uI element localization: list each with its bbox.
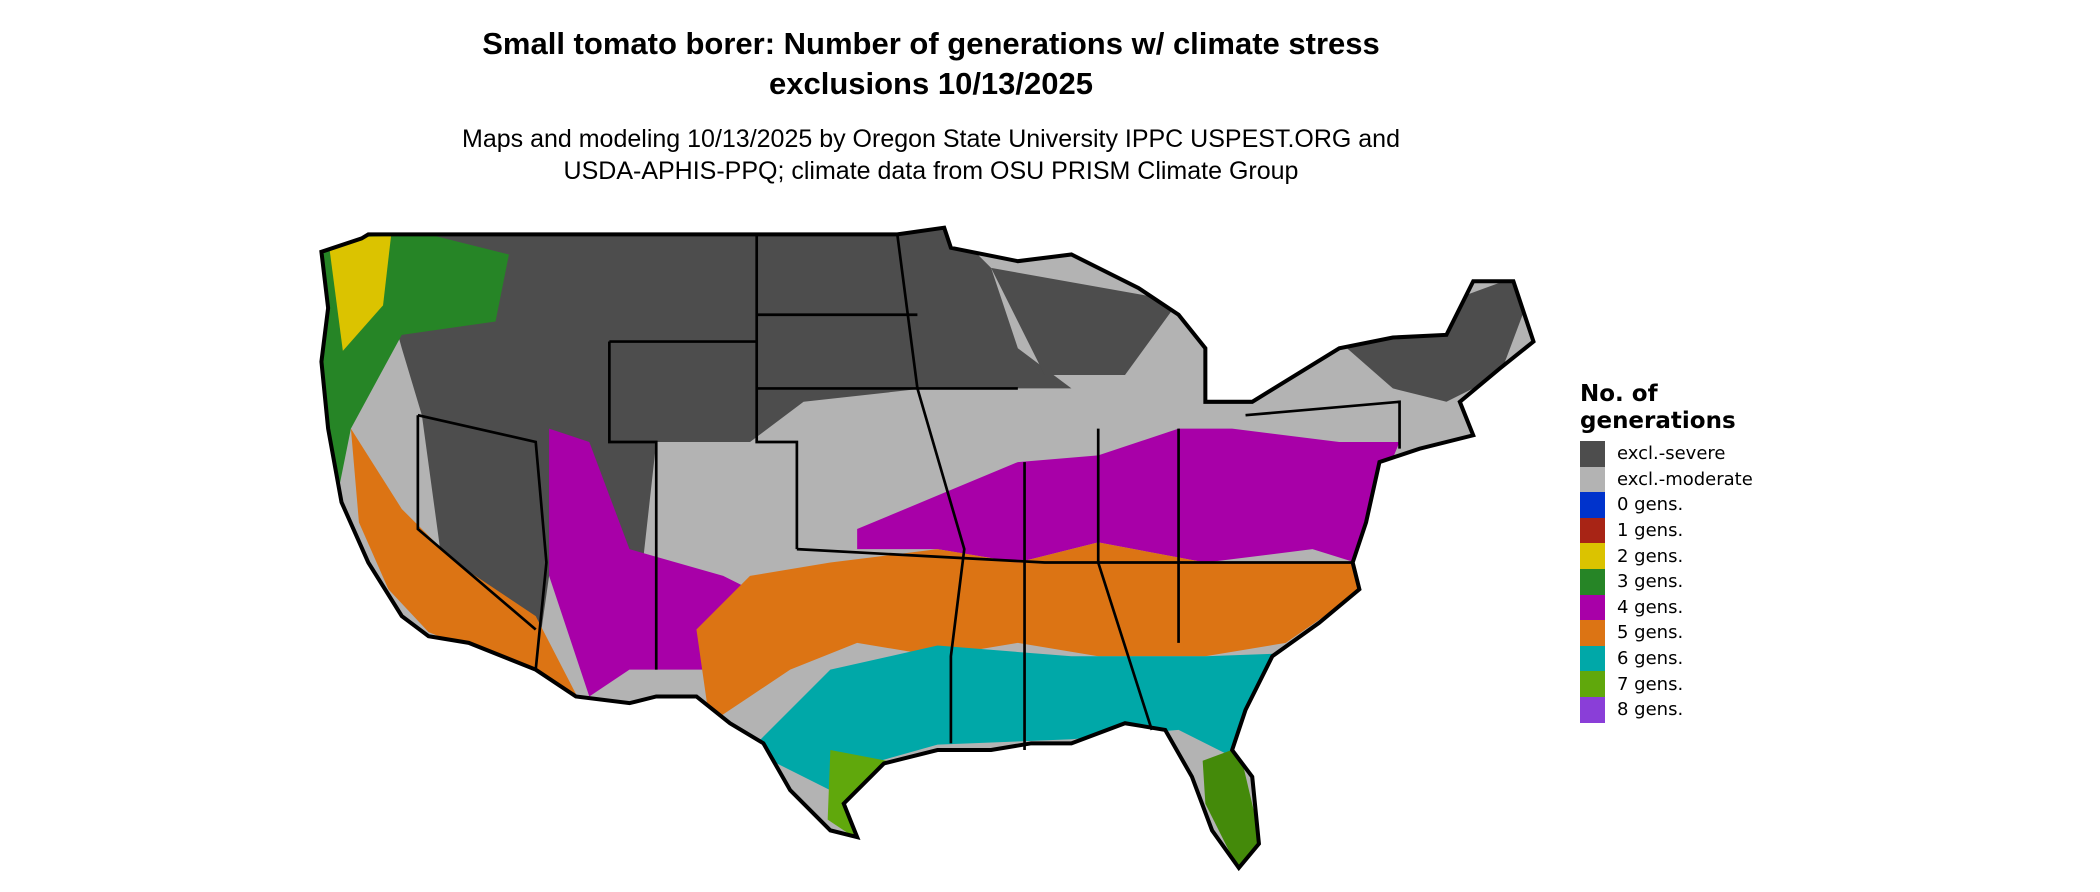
legend-title-line-2: generations: [1580, 408, 1736, 434]
legend-swatch: [1580, 543, 1605, 569]
legend-item: 6 gens.: [1580, 645, 1753, 672]
region-6-gens: [750, 645, 1280, 791]
legend-item: excl.-moderate: [1580, 466, 1753, 493]
legend-swatch: [1580, 441, 1605, 467]
map-title: Small tomato borer: Number of generation…: [331, 24, 1531, 104]
legend-title-line-1: No. of: [1580, 381, 1658, 407]
legend-item: 3 gens.: [1580, 568, 1753, 595]
legend-label: 4 gens.: [1617, 596, 1684, 618]
subtitle-line-2: USDA-APHIS-PPQ; climate data from OSU PR…: [563, 157, 1299, 185]
subtitle-line-1: Maps and modeling 10/13/2025 by Oregon S…: [462, 125, 1400, 153]
legend-label: excl.-moderate: [1617, 468, 1753, 490]
legend-item: 2 gens.: [1580, 543, 1753, 569]
legend-swatch: [1580, 645, 1605, 672]
legend-label: 5 gens.: [1617, 622, 1684, 644]
region-excl-severe-mi: [991, 267, 1179, 376]
legend-swatch: [1580, 696, 1605, 723]
map-subtitle: Maps and modeling 10/13/2025 by Oregon S…: [331, 123, 1531, 187]
legend-label: 7 gens.: [1617, 673, 1684, 695]
legend-item: 7 gens.: [1580, 671, 1753, 697]
legend-swatch: [1580, 594, 1605, 621]
title-line-2: exclusions 10/13/2025: [768, 66, 1093, 101]
legend-swatch: [1580, 492, 1605, 518]
legend-item: 4 gens.: [1580, 594, 1753, 621]
legend-swatch: [1580, 671, 1605, 697]
legend-item: 1 gens.: [1580, 517, 1753, 544]
legend-label: 6 gens.: [1617, 648, 1684, 670]
region-5-gens-east: [696, 542, 1364, 724]
legend-label: 8 gens.: [1617, 699, 1684, 721]
legend-label: 1 gens.: [1617, 520, 1684, 542]
legend-item: 5 gens.: [1580, 620, 1753, 646]
legend-title: No. of generations: [1580, 381, 1753, 435]
legend: No. of generations excl.-severe excl.-mod…: [1580, 381, 1753, 723]
legend-item: excl.-severe: [1580, 441, 1753, 467]
region-4-gens-east: [857, 428, 1400, 563]
state-borders: [321, 228, 1533, 868]
legend-label: 0 gens.: [1617, 494, 1684, 516]
legend-swatch: [1580, 568, 1605, 595]
title-line-1: Small tomato borer: Number of generation…: [482, 26, 1380, 61]
legend-item: 0 gens.: [1580, 492, 1753, 518]
legend-item: 8 gens.: [1580, 696, 1753, 723]
region-2-gens: [328, 235, 392, 351]
legend-swatch: [1580, 620, 1605, 646]
region-excl-severe: [368, 227, 1072, 670]
legend-label: excl.-severe: [1617, 443, 1726, 465]
region-7-gens-fl: [1202, 747, 1262, 868]
legend-swatch: [1580, 466, 1605, 493]
region-5-gens-west: [350, 428, 579, 700]
legend-label: 2 gens.: [1617, 545, 1684, 567]
legend-label: 3 gens.: [1617, 571, 1684, 593]
legend-swatch: [1580, 517, 1605, 544]
